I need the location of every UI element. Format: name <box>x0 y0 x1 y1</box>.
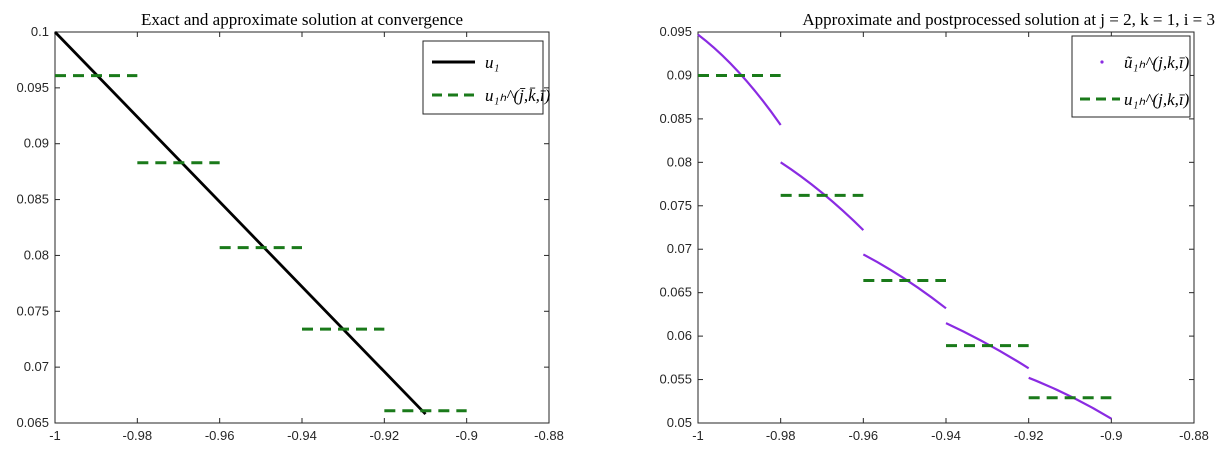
postprocessed-segment <box>862 253 947 310</box>
left-series <box>53 31 467 416</box>
y-tick-label: 0.065 <box>16 415 49 430</box>
x-tick-label: -1 <box>692 428 704 443</box>
right-series <box>697 33 1112 420</box>
right-legend-box <box>1071 35 1191 118</box>
y-tick-label: 0.1 <box>31 24 49 39</box>
x-tick-label: -0.98 <box>766 428 796 443</box>
x-tick-label: -0.88 <box>1179 428 1209 443</box>
x-tick-label: -0.92 <box>370 428 400 443</box>
y-tick-label: 0.055 <box>659 372 692 387</box>
left-axes: -1 -0.98 -0.96 -0.94 -0.92 -0.9 -0.88 0.065 0.07… <box>16 24 563 443</box>
y-tick-label: 0.05 <box>667 415 692 430</box>
postprocessed-segment <box>697 33 782 126</box>
right-axes: -1 -0.98 -0.96 -0.94 -0.92 -0.9 -0.88 0.05 0.055… <box>659 24 1208 443</box>
right-legend: ũ₁ₕ^(j,k,ī) u₁ₕ^(j,k,ī) <box>1071 35 1191 118</box>
y-tick-label: 0.08 <box>24 247 49 262</box>
y-tick-label: 0.095 <box>659 24 692 39</box>
x-tick-label: -0.92 <box>1014 428 1044 443</box>
left-legend-box <box>422 40 544 115</box>
postprocessed-segment <box>945 322 1030 370</box>
legend-swatch-postprocessed <box>1100 60 1104 64</box>
left-chart: Exact and approximate solution at conver… <box>16 10 563 443</box>
right-chart: Approximate and postprocessed solution a… <box>659 10 1215 443</box>
left-chart-title: Exact and approximate solution at conver… <box>141 10 463 29</box>
x-tick-label: -0.96 <box>205 428 235 443</box>
y-tick-label: 0.08 <box>667 154 692 169</box>
y-tick-label: 0.065 <box>659 285 692 300</box>
x-tick-label: -0.94 <box>287 428 317 443</box>
y-tick-label: 0.07 <box>667 241 692 256</box>
y-tick-label: 0.06 <box>667 328 692 343</box>
legend-label-exact: u₁ <box>485 53 499 72</box>
legend-label-approx: u₁ₕ^(j̄,k̄,ī) <box>485 86 551 105</box>
y-tick-label: 0.075 <box>659 198 692 213</box>
x-tick-label: -0.96 <box>849 428 879 443</box>
x-tick-label: -0.9 <box>1100 428 1122 443</box>
y-tick-label: 0.095 <box>16 80 49 95</box>
x-tick-label: -0.9 <box>455 428 477 443</box>
x-tick-label: -0.94 <box>931 428 961 443</box>
series-line-exact <box>53 31 427 416</box>
x-tick-label: -0.88 <box>534 428 564 443</box>
y-tick-label: 0.09 <box>667 67 692 82</box>
legend-label-approx-right: u₁ₕ^(j,k,ī) <box>1124 90 1190 109</box>
y-tick-label: 0.085 <box>659 111 692 126</box>
x-tick-label: -1 <box>49 428 61 443</box>
y-tick-label: 0.085 <box>16 192 49 207</box>
x-tick-label: -0.98 <box>123 428 153 443</box>
postprocessed-segment <box>780 161 865 231</box>
y-tick-label: 0.07 <box>24 359 49 374</box>
legend-label-postprocessed: ũ₁ₕ^(j,k,ī) <box>1124 53 1190 72</box>
postprocessed-segment <box>1028 376 1112 420</box>
right-chart-title: Approximate and postprocessed solution a… <box>802 10 1215 29</box>
y-tick-label: 0.075 <box>16 303 49 318</box>
left-legend: u₁ u₁ₕ^(j̄,k̄,ī) <box>422 40 551 115</box>
y-tick-label: 0.09 <box>24 136 49 151</box>
